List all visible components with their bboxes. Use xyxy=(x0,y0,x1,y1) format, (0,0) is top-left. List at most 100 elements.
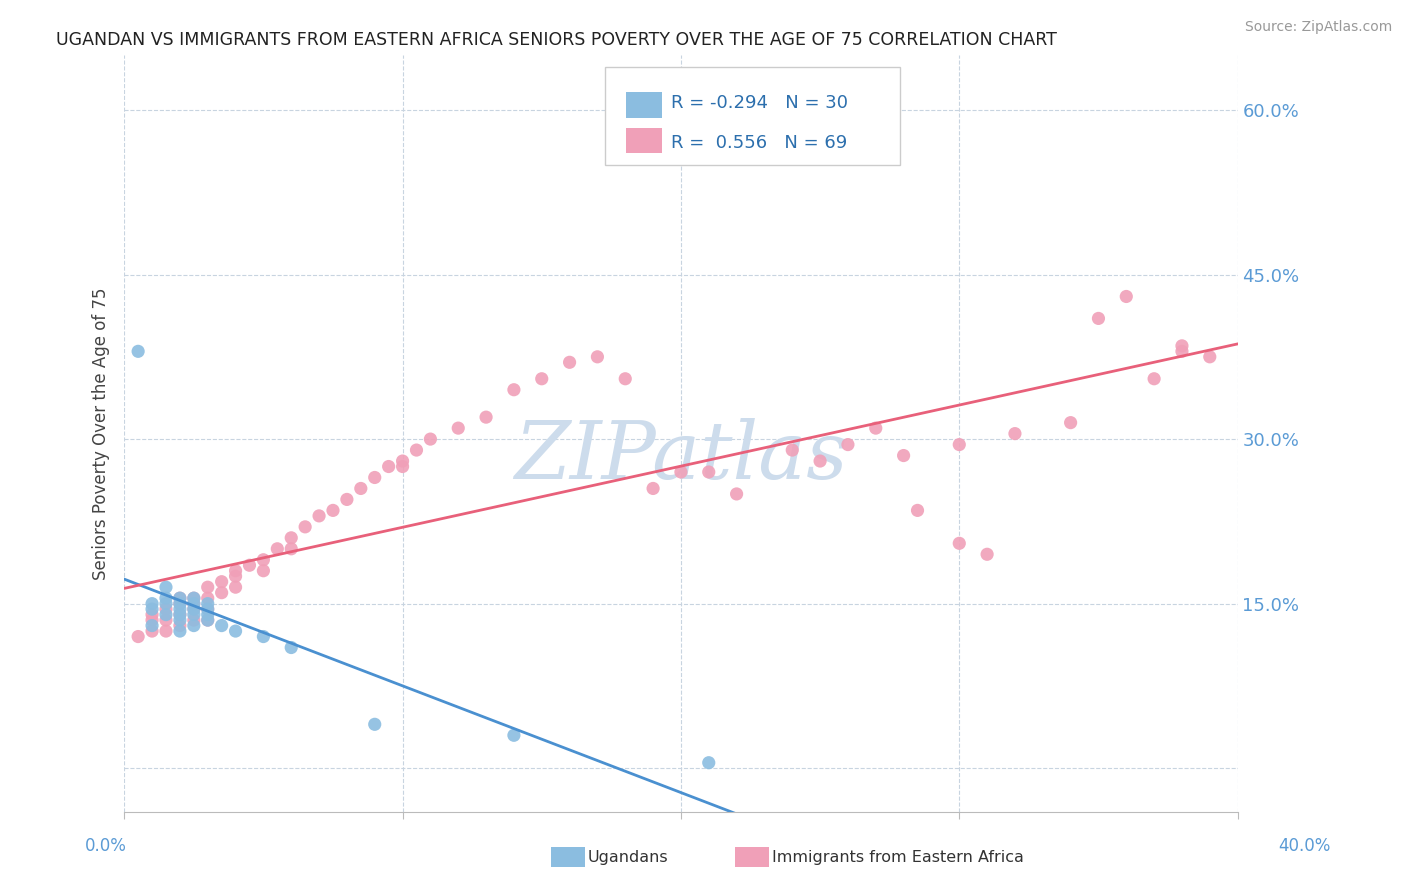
Point xyxy=(197,613,219,627)
Point xyxy=(155,613,177,627)
Point xyxy=(865,421,887,435)
Point xyxy=(976,547,998,561)
Text: Source: ZipAtlas.com: Source: ZipAtlas.com xyxy=(1244,20,1392,34)
Point xyxy=(266,541,288,556)
Text: Immigrants from Eastern Africa: Immigrants from Eastern Africa xyxy=(772,850,1024,864)
Point xyxy=(155,597,177,611)
Point xyxy=(948,536,970,550)
Point xyxy=(169,597,191,611)
Point xyxy=(211,618,233,632)
Text: R = -0.294   N = 30: R = -0.294 N = 30 xyxy=(671,94,848,112)
Point xyxy=(183,591,205,606)
Point xyxy=(322,503,344,517)
Text: ZIPatlas: ZIPatlas xyxy=(515,417,848,495)
Point xyxy=(197,597,219,611)
Point xyxy=(169,591,191,606)
Point xyxy=(1115,289,1137,303)
Point xyxy=(907,503,929,517)
Point xyxy=(336,492,359,507)
Point xyxy=(169,613,191,627)
Point xyxy=(503,383,526,397)
Point xyxy=(252,553,274,567)
Point xyxy=(948,437,970,451)
Point xyxy=(614,372,637,386)
Point xyxy=(225,624,247,638)
Point xyxy=(697,465,720,479)
Point xyxy=(837,437,859,451)
Point xyxy=(141,597,163,611)
Point xyxy=(127,630,149,644)
Point xyxy=(155,591,177,606)
Point xyxy=(350,482,373,496)
Point xyxy=(197,613,219,627)
Point xyxy=(530,372,553,386)
Point xyxy=(169,607,191,622)
Point xyxy=(141,618,163,632)
Point xyxy=(697,756,720,770)
Point xyxy=(141,624,163,638)
Point xyxy=(1143,372,1166,386)
Point xyxy=(503,728,526,742)
Point xyxy=(183,607,205,622)
Point xyxy=(1059,416,1081,430)
Point xyxy=(725,487,748,501)
Point xyxy=(155,607,177,622)
Point xyxy=(211,585,233,599)
Point xyxy=(197,602,219,616)
Point xyxy=(238,558,260,573)
Point xyxy=(669,465,692,479)
Point xyxy=(155,580,177,594)
Point xyxy=(364,717,387,731)
Point xyxy=(893,449,915,463)
Point xyxy=(280,531,302,545)
Point xyxy=(391,454,413,468)
Point xyxy=(447,421,470,435)
Point xyxy=(780,443,803,458)
Point xyxy=(419,432,441,446)
Point xyxy=(169,624,191,638)
Point xyxy=(808,454,831,468)
Point xyxy=(183,597,205,611)
Point xyxy=(1171,339,1194,353)
Text: 40.0%: 40.0% xyxy=(1278,837,1331,855)
Point xyxy=(183,618,205,632)
Point xyxy=(280,640,302,655)
Point xyxy=(183,602,205,616)
Point xyxy=(183,613,205,627)
Point xyxy=(558,355,581,369)
Point xyxy=(169,602,191,616)
Point xyxy=(252,564,274,578)
Point xyxy=(169,618,191,632)
Text: UGANDAN VS IMMIGRANTS FROM EASTERN AFRICA SENIORS POVERTY OVER THE AGE OF 75 COR: UGANDAN VS IMMIGRANTS FROM EASTERN AFRIC… xyxy=(56,31,1057,49)
Point xyxy=(211,574,233,589)
Point xyxy=(183,591,205,606)
Point xyxy=(197,591,219,606)
Text: 0.0%: 0.0% xyxy=(84,837,127,855)
Point xyxy=(225,580,247,594)
Point xyxy=(197,607,219,622)
Point xyxy=(252,630,274,644)
Point xyxy=(586,350,609,364)
Point xyxy=(169,591,191,606)
Point xyxy=(364,470,387,484)
Text: R =  0.556   N = 69: R = 0.556 N = 69 xyxy=(671,134,846,153)
Point xyxy=(169,597,191,611)
Point xyxy=(225,564,247,578)
Point xyxy=(197,602,219,616)
Point xyxy=(141,602,163,616)
Point xyxy=(155,602,177,616)
Point xyxy=(197,580,219,594)
Y-axis label: Seniors Poverty Over the Age of 75: Seniors Poverty Over the Age of 75 xyxy=(93,287,110,580)
Point xyxy=(1004,426,1026,441)
Point xyxy=(1087,311,1109,326)
Point xyxy=(127,344,149,359)
Point xyxy=(377,459,399,474)
Point xyxy=(183,602,205,616)
Point xyxy=(141,613,163,627)
Point xyxy=(155,624,177,638)
Point xyxy=(1198,350,1220,364)
Point xyxy=(391,459,413,474)
Point xyxy=(475,410,498,425)
Text: Ugandans: Ugandans xyxy=(588,850,668,864)
Point xyxy=(183,597,205,611)
